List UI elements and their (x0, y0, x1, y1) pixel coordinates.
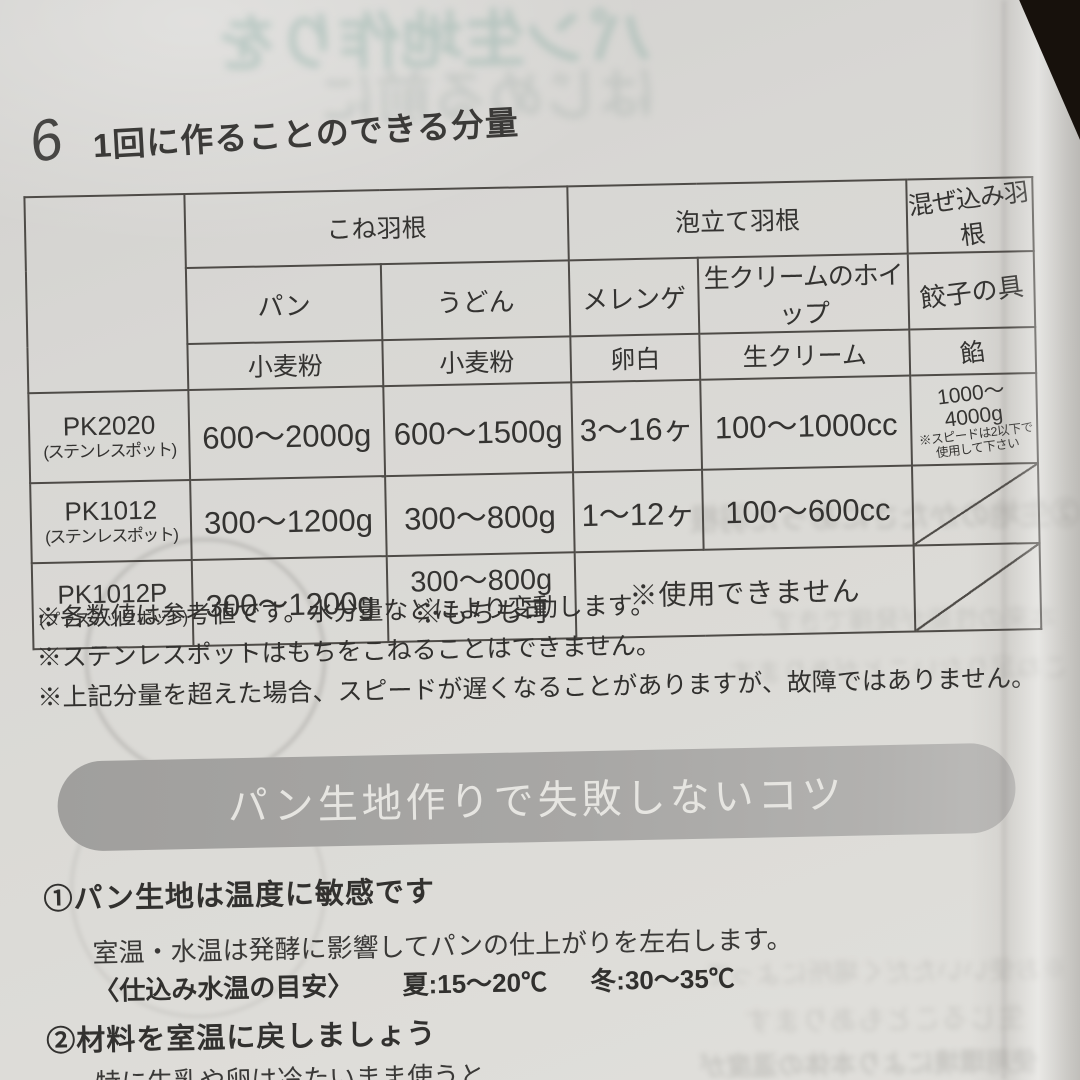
capacity-table: こね羽根 泡立て羽根 混ぜ込み羽根 パン うどん メレンゲ 生クリームのホイップ… (23, 176, 1042, 650)
pot-type: (ステンレスポット) (44, 525, 178, 548)
winter-temp: 冬:30〜35℃ (589, 963, 736, 997)
col-header-gyoza-filling-label: 餃子の具 (918, 270, 1026, 314)
cell-pk1012-cream: 100〜600cc (702, 465, 914, 550)
cell-pk1012-meringue: 1〜12ヶ (573, 469, 704, 553)
cell-pk2020-meringue: 3〜16ヶ (571, 379, 703, 473)
cell-pk2020-bread: 600〜2000g (188, 386, 386, 481)
ingredient-header-egg-white: 卵白 (570, 333, 701, 383)
summer-temp: 夏:15〜20℃ (402, 966, 548, 1000)
ingredient-header-anko: 餡 (909, 327, 1037, 376)
tips-banner: パン生地作りで失敗しないコツ (56, 742, 1017, 852)
group-header-kneading-blade: こね羽根 (184, 186, 569, 269)
cell-pk2020-mixin: 1000〜4000g ※スピードは2以下で 使用して下さい (910, 373, 1038, 466)
model-cell-pk2020: PK2020 (ステンレスポット) (28, 390, 191, 484)
cell-pk1012-udon: 300〜800g (385, 472, 575, 557)
model-cell-pk1012: PK1012 (ステンレスポット) (30, 480, 192, 564)
cell-pk2020-cream: 100〜1000cc (700, 375, 912, 470)
section-heading: 6 1回に作ることのできる分量 (28, 86, 520, 177)
col-header-udon: うどん (380, 260, 571, 341)
col-header-meringue: メレンゲ (568, 257, 700, 337)
cell-pk1012-bread: 300〜1200g (190, 476, 387, 560)
col-header-bread: パン (185, 264, 383, 345)
page-curl-crease (1002, 0, 1006, 1080)
pot-type: (ステンレスポット) (43, 440, 176, 463)
ingredient-header-flour-2: 小麦粉 (382, 336, 572, 387)
empty-corner-cell (24, 194, 189, 394)
cell-pk2020-udon: 600〜1500g (383, 382, 574, 477)
table-footnotes: ※各数値は参考値です。水分量などにより変動します。 ※ステンレスポットはもちをこ… (35, 578, 1037, 718)
water-temp-label: 〈仕込み水温の目安〉 (93, 970, 354, 1007)
tip-2-heading: ②材料を室温に戻しましょう (46, 1018, 437, 1059)
tip-1-heading: ①パン生地は温度に敏感です (43, 876, 436, 917)
tip-2-body: 特に牛乳や卵は冷たいまま使うと (94, 1060, 486, 1080)
model-name: PK1012 (64, 494, 158, 527)
ingredient-header-anko-label: 餡 (958, 337, 988, 369)
section-number: 6 (28, 104, 65, 177)
page-title: 1回に作ることのできる分量 (92, 103, 520, 165)
group-header-whipping-blade: 泡立て羽根 (567, 179, 908, 261)
tips-banner-label: パン生地作りで失敗しないコツ (227, 772, 847, 830)
group-header-mixing-blade-label: 混ぜ込み羽根 (906, 178, 1030, 251)
ingredient-header-flour-1: 小麦粉 (187, 340, 384, 391)
model-name: PK2020 (62, 409, 156, 442)
col-header-gyoza-filling: 餃子の具 (907, 251, 1036, 330)
col-header-whipped-cream: 生クリームのホイップ (697, 253, 910, 334)
group-header-mixing-blade: 混ぜ込み羽根 (906, 177, 1034, 254)
crossed-out-cell (911, 462, 1040, 546)
ingredient-header-fresh-cream: 生クリーム (699, 329, 911, 380)
